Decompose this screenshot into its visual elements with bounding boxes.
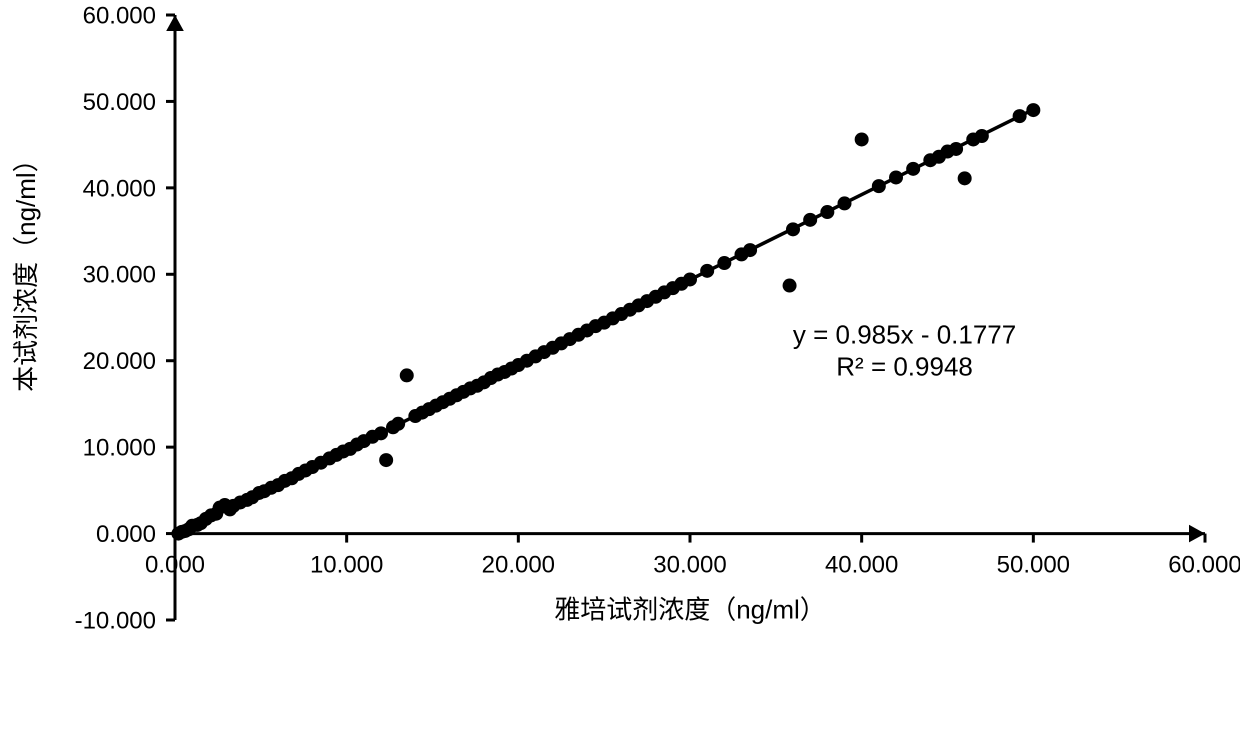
svg-text:60.000: 60.000 <box>83 2 156 29</box>
svg-text:-10.000: -10.000 <box>75 607 156 634</box>
svg-text:10.000: 10.000 <box>83 435 156 462</box>
chart-svg: 0.000 10.000 20.000 30.000 40.000 50.000 60.00… <box>0 0 1240 733</box>
y-axis-label: 本试剂浓度（ng/ml） <box>11 146 41 392</box>
svg-text:0.000: 0.000 <box>96 521 156 548</box>
svg-text:60.000: 60.000 <box>1168 552 1240 579</box>
svg-text:30.000: 30.000 <box>83 262 156 289</box>
svg-text:50.000: 50.000 <box>997 552 1070 579</box>
scatter-chart: 0.000 10.000 20.000 30.000 40.000 50.000 60.00… <box>0 0 1240 733</box>
svg-text:20.000: 20.000 <box>83 348 156 375</box>
svg-text:20.000: 20.000 <box>482 552 555 579</box>
x-axis-label: 雅培试剂浓度（ng/ml） <box>554 595 826 625</box>
svg-text:40.000: 40.000 <box>83 175 156 202</box>
svg-text:0.000: 0.000 <box>145 552 205 579</box>
regression-equation: y = 0.985x - 0.1777 <box>793 319 1016 349</box>
svg-text:50.000: 50.000 <box>83 89 156 116</box>
regression-r2: R² = 0.9948 <box>836 351 973 381</box>
svg-text:10.000: 10.000 <box>310 552 383 579</box>
svg-text:40.000: 40.000 <box>825 552 898 579</box>
svg-text:30.000: 30.000 <box>653 552 726 579</box>
